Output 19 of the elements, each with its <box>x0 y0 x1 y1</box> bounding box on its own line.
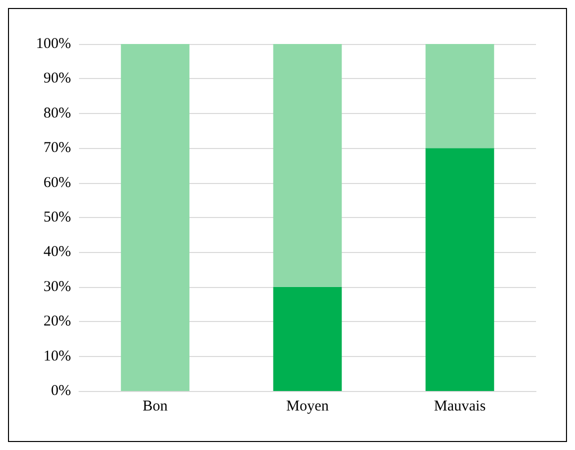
bar <box>273 286 342 391</box>
y-tick-label: 0% <box>51 383 71 399</box>
bar <box>273 44 342 287</box>
y-tick-label: 90% <box>44 70 71 87</box>
y-tick-label: 50% <box>44 210 71 226</box>
y-tick-label: 100% <box>36 36 71 52</box>
bar <box>426 148 494 391</box>
x-tick-label: Moyen <box>286 398 330 414</box>
y-tick-label: 10% <box>44 348 71 364</box>
bar <box>120 44 190 391</box>
bar <box>426 44 494 148</box>
x-tick-label: Bon <box>142 398 168 414</box>
y-tick-label: 20% <box>44 314 71 330</box>
y-tick-label: 60% <box>44 174 71 191</box>
y-tick-label: 80% <box>44 105 71 122</box>
y-tick-label: 30% <box>44 278 71 295</box>
x-tick-label: Mauvais <box>434 398 486 414</box>
y-tick-label: 70% <box>44 140 71 156</box>
y-tick-label: 40% <box>44 244 71 260</box>
